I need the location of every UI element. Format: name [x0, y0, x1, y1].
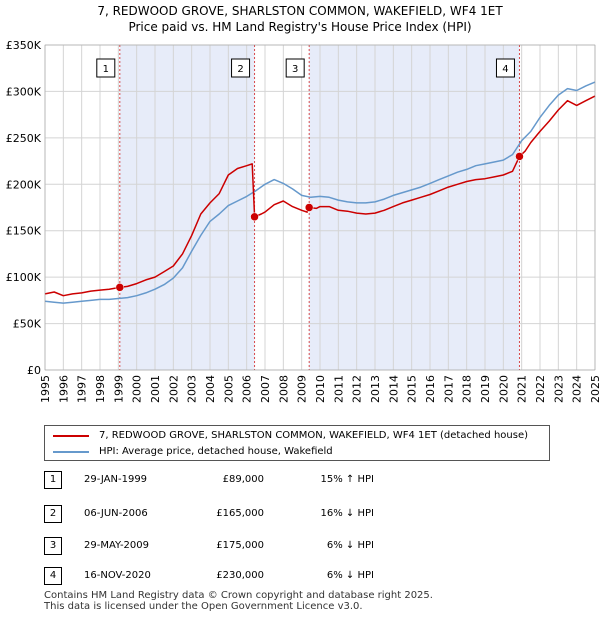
legend-swatch-property: [53, 435, 89, 437]
sale-point: [250, 212, 259, 222]
y-tick-label: £50K: [13, 318, 42, 331]
sale-marker-box: [285, 58, 305, 78]
x-tick-label: 2000: [131, 375, 144, 403]
sale-number-badge: 3: [44, 537, 62, 555]
sale-price: £175,000: [216, 540, 264, 551]
y-tick-label: £300K: [6, 85, 42, 98]
sale-hpi-diff: 15% ↑ HPI: [320, 474, 374, 485]
sale-price: £89,000: [222, 474, 264, 485]
x-tick-label: 2007: [259, 375, 272, 403]
y-tick-label: £250K: [6, 132, 42, 145]
x-tick-label: 2006: [241, 375, 254, 403]
x-tick-label: 2016: [424, 375, 437, 403]
sale-marker-label: 2: [237, 64, 243, 75]
chart-title-line1: 7, REDWOOD GROVE, SHARLSTON COMMON, WAKE…: [97, 4, 503, 18]
x-tick-label: 2002: [167, 375, 180, 403]
x-tick-label: 2015: [406, 375, 419, 403]
y-tick-label: £100K: [6, 271, 42, 284]
x-tick-label: 2009: [296, 375, 309, 403]
x-tick-label: 2010: [314, 375, 327, 403]
sale-row: 3 29-MAY-2009 £175,000 6% ↓ HPI: [44, 536, 444, 556]
x-tick-label: 2005: [222, 375, 235, 403]
x-tick-label: 2025: [589, 375, 600, 403]
sale-point: [115, 283, 125, 292]
sale-marker-label: 3: [292, 64, 298, 75]
x-tick-label: 2008: [277, 375, 290, 403]
sale-marker-label: 1: [103, 64, 109, 75]
ownership-shade: [119, 45, 255, 370]
x-tick-label: 2024: [571, 375, 584, 403]
x-tick-label: 1995: [39, 375, 52, 403]
y-tick-label: £200K: [6, 178, 42, 191]
x-tick-label: 2023: [552, 375, 565, 403]
x-tick-label: 2003: [186, 375, 199, 403]
sale-point: [304, 203, 314, 212]
sale-hpi-diff: 16% ↓ HPI: [320, 508, 374, 519]
sale-hpi-diff: 6% ↓ HPI: [326, 540, 374, 551]
legend-label-property: 7, REDWOOD GROVE, SHARLSTON COMMON, WAKE…: [99, 430, 529, 441]
sale-number-badge: 2: [44, 505, 62, 523]
sale-date: 16-NOV-2020: [84, 570, 151, 581]
x-tick-label: 2014: [387, 375, 400, 403]
y-tick-label: £150K: [6, 225, 42, 238]
legend-label-hpi: HPI: Average price, detached house, Wake…: [99, 446, 333, 457]
ownership-shade: [309, 45, 520, 370]
y-tick-label: £0: [27, 364, 41, 377]
x-tick-label: 2018: [461, 375, 474, 403]
footer-line2: This data is licensed under the Open Gov…: [44, 601, 363, 612]
sale-date: 06-JUN-2006: [84, 508, 148, 519]
sale-row: 4 16-NOV-2020 £230,000 6% ↓ HPI: [44, 566, 444, 586]
x-tick-label: 2019: [479, 375, 492, 403]
x-tick-label: 2021: [516, 375, 529, 403]
sale-marker-label: 4: [502, 64, 508, 75]
sale-date: 29-MAY-2009: [84, 540, 150, 551]
x-tick-label: 2004: [204, 375, 217, 403]
price-chart: £0 £50K £100K £150K £200K £250K £300K £350K 1995…: [6, 39, 600, 403]
sale-row: 1 29-JAN-1999 £89,000 15% ↑ HPI: [44, 470, 444, 490]
chart-title-line2: Price paid vs. HM Land Registry's House …: [128, 20, 472, 34]
x-tick-label: 2012: [351, 375, 364, 403]
sale-date: 29-JAN-1999: [84, 474, 148, 485]
legend-swatch-hpi: [53, 451, 89, 453]
x-tick-label: 1997: [76, 375, 89, 403]
x-tick-label: 1996: [57, 375, 70, 403]
sale-marker-box: [96, 58, 116, 78]
x-tick-label: 2017: [442, 375, 455, 403]
sale-price: £230,000: [216, 570, 264, 581]
x-tick-label: 1999: [112, 375, 125, 403]
plot-frame: [44, 44, 596, 371]
sale-hpi-diff: 6% ↓ HPI: [326, 570, 374, 581]
sale-number-badge: 1: [44, 471, 62, 489]
x-tick-label: 1998: [94, 375, 107, 403]
y-tick-label: £350K: [6, 39, 42, 52]
x-tick-label: 2020: [497, 375, 510, 403]
sale-point: [515, 152, 524, 161]
x-tick-label: 2001: [149, 375, 162, 403]
footer: Contains HM Land Registry data © Crown c…: [44, 590, 433, 612]
hpi-series-line: [44, 81, 596, 304]
x-tick-label: 2022: [534, 375, 547, 403]
x-tick-label: 2013: [369, 375, 382, 403]
sale-marker-box: [495, 58, 515, 78]
sale-price: £165,000: [216, 508, 264, 519]
sale-number-badge: 4: [44, 567, 62, 585]
footer-line1: Contains HM Land Registry data © Crown c…: [44, 590, 433, 601]
sale-row: 2 06-JUN-2006 £165,000 16% ↓ HPI: [44, 504, 444, 524]
x-tick-label: 2011: [332, 375, 345, 403]
legend: 7, REDWOOD GROVE, SHARLSTON COMMON, WAKE…: [44, 425, 550, 461]
sale-marker-box: [231, 58, 251, 78]
